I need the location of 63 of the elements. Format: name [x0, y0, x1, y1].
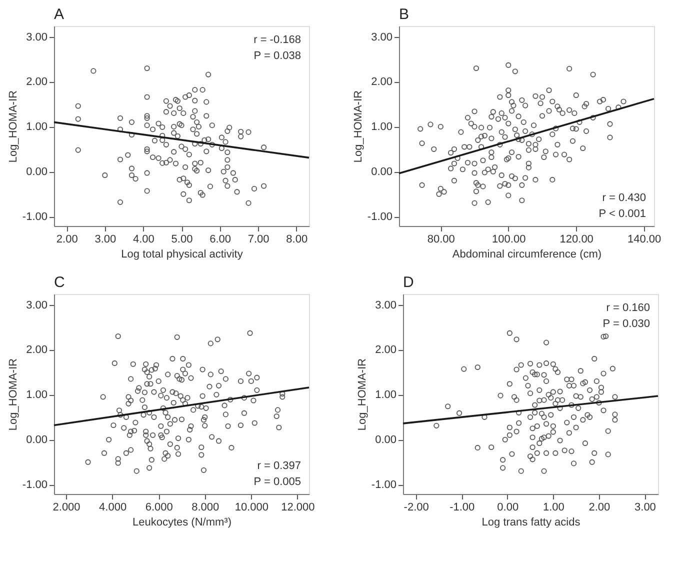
- x-tick-label: 80.00: [427, 234, 455, 246]
- x-axis-title: Log trans fatty acids: [482, 516, 581, 528]
- x-tick-label: 5.00: [171, 234, 193, 246]
- x-axis-title: Abdominal circumference (cm): [452, 248, 602, 260]
- y-tick-label: 1.00: [375, 389, 396, 402]
- y-tick-label: 3.00: [371, 31, 392, 44]
- y-tick-label: -1.00: [371, 479, 396, 492]
- x-tick-label: 2.00: [56, 234, 78, 246]
- x-tick-label: 8.00: [286, 234, 308, 246]
- x-tick-label: 3.00: [634, 502, 656, 514]
- x-tick-label: 0.00: [497, 502, 519, 514]
- x-tick-label: 10.000: [234, 502, 268, 514]
- x-tick-label: 2.00: [588, 502, 610, 514]
- x-tick-label: 4.00: [133, 234, 154, 246]
- x-tick-label: 120.00: [560, 234, 594, 246]
- y-tick-label: 2.00: [375, 344, 396, 356]
- x-tick-label: 6.00: [210, 234, 231, 246]
- y-axis-title: Log_HOMA-IR: [352, 90, 364, 163]
- y-tick-label: 3.00: [375, 299, 396, 312]
- chart-title: B: [399, 6, 410, 23]
- y-tick-label: -1.00: [367, 211, 392, 224]
- x-tick-label: 2.000: [52, 502, 80, 514]
- x-tick-label: 4.000: [99, 502, 127, 514]
- y-tick-label: 2.00: [26, 76, 48, 88]
- x-tick-label: 1.00: [542, 502, 564, 514]
- annotation: P = 0.038: [254, 50, 301, 62]
- y-tick-label: 0.00: [371, 166, 392, 178]
- x-tick-label: 6.000: [145, 502, 173, 514]
- y-tick-label: -1.00: [22, 479, 48, 492]
- x-axis-title: Leukocytes (N/mm³): [132, 516, 232, 528]
- y-tick-label: 2.00: [371, 76, 392, 88]
- annotation: r = -0.168: [254, 34, 301, 46]
- y-tick-label: 0.00: [26, 166, 48, 178]
- x-tick-label: 12.000: [281, 502, 315, 514]
- annotation: r = 0.160: [606, 302, 650, 314]
- x-tick-label: 7.00: [248, 234, 270, 246]
- x-tick-label: 140.00: [628, 234, 662, 246]
- x-tick-label: 8.000: [192, 502, 220, 514]
- y-tick-label: 1.00: [26, 121, 48, 134]
- annotation: P < 0.001: [598, 208, 646, 220]
- y-tick-label: 2.00: [26, 344, 48, 356]
- chart-title: A: [54, 6, 64, 23]
- x-axis-title: Log total physical activity: [121, 248, 244, 260]
- x-tick-label: 3.00: [94, 234, 116, 246]
- chart-title: D: [403, 274, 414, 291]
- y-tick-label: 1.00: [26, 389, 48, 402]
- x-tick-label: -2.00: [404, 502, 429, 514]
- y-tick-label: 3.00: [26, 299, 48, 312]
- y-tick-label: 1.00: [371, 121, 392, 134]
- annotation: r = 0.397: [257, 460, 301, 472]
- annotation: r = 0.430: [602, 192, 646, 204]
- y-tick-label: 3.00: [26, 31, 48, 44]
- y-axis-title: Log_HOMA-IR: [7, 90, 20, 163]
- annotation: P = 0.030: [602, 318, 650, 330]
- y-axis-title: Log_HOMA-IR: [356, 358, 368, 431]
- y-tick-label: -1.00: [22, 211, 48, 224]
- chart-title: C: [54, 274, 65, 291]
- x-tick-label: 100.00: [492, 234, 526, 246]
- y-tick-label: 0.00: [26, 434, 48, 446]
- annotation: P = 0.005: [254, 476, 301, 488]
- y-tick-label: 0.00: [375, 434, 396, 446]
- x-tick-label: -1.00: [450, 502, 475, 514]
- y-axis-title: Log_HOMA-IR: [7, 358, 20, 431]
